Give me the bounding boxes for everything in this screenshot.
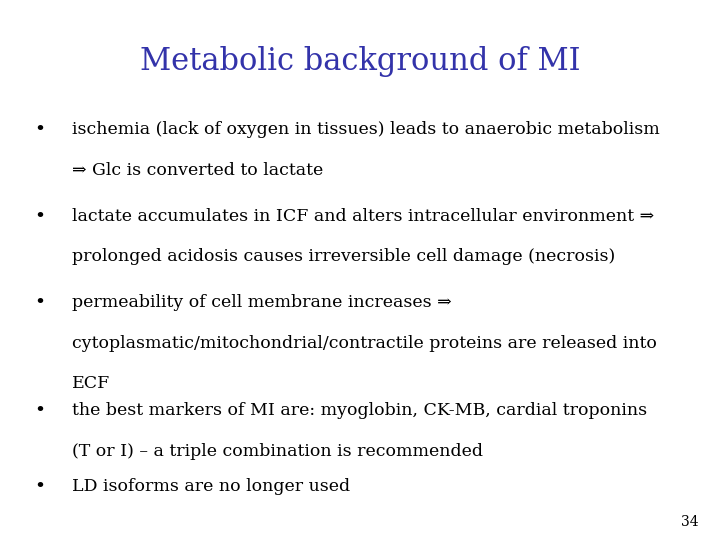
Text: 34: 34 <box>681 515 698 529</box>
Text: •: • <box>34 402 45 420</box>
Text: permeability of cell membrane increases ⇒: permeability of cell membrane increases … <box>72 294 451 311</box>
Text: •: • <box>34 294 45 312</box>
Text: •: • <box>34 122 45 139</box>
Text: prolonged acidosis causes irreversible cell damage (necrosis): prolonged acidosis causes irreversible c… <box>72 248 616 265</box>
Text: •: • <box>34 478 45 496</box>
Text: ECF: ECF <box>72 375 110 392</box>
Text: ⇒ Glc is converted to lactate: ⇒ Glc is converted to lactate <box>72 162 323 179</box>
Text: lactate accumulates in ICF and alters intracellular environment ⇒: lactate accumulates in ICF and alters in… <box>72 208 654 225</box>
Text: (T or I) – a triple combination is recommended: (T or I) – a triple combination is recom… <box>72 443 483 460</box>
Text: Metabolic background of MI: Metabolic background of MI <box>140 46 580 77</box>
Text: LD isoforms are no longer used: LD isoforms are no longer used <box>72 478 350 495</box>
Text: ischemia (lack of oxygen in tissues) leads to anaerobic metabolism: ischemia (lack of oxygen in tissues) lea… <box>72 122 660 138</box>
Text: •: • <box>34 208 45 226</box>
Text: cytoplasmatic/mitochondrial/contractile proteins are released into: cytoplasmatic/mitochondrial/contractile … <box>72 335 657 352</box>
Text: the best markers of MI are: myoglobin, CK-MB, cardial troponins: the best markers of MI are: myoglobin, C… <box>72 402 647 419</box>
